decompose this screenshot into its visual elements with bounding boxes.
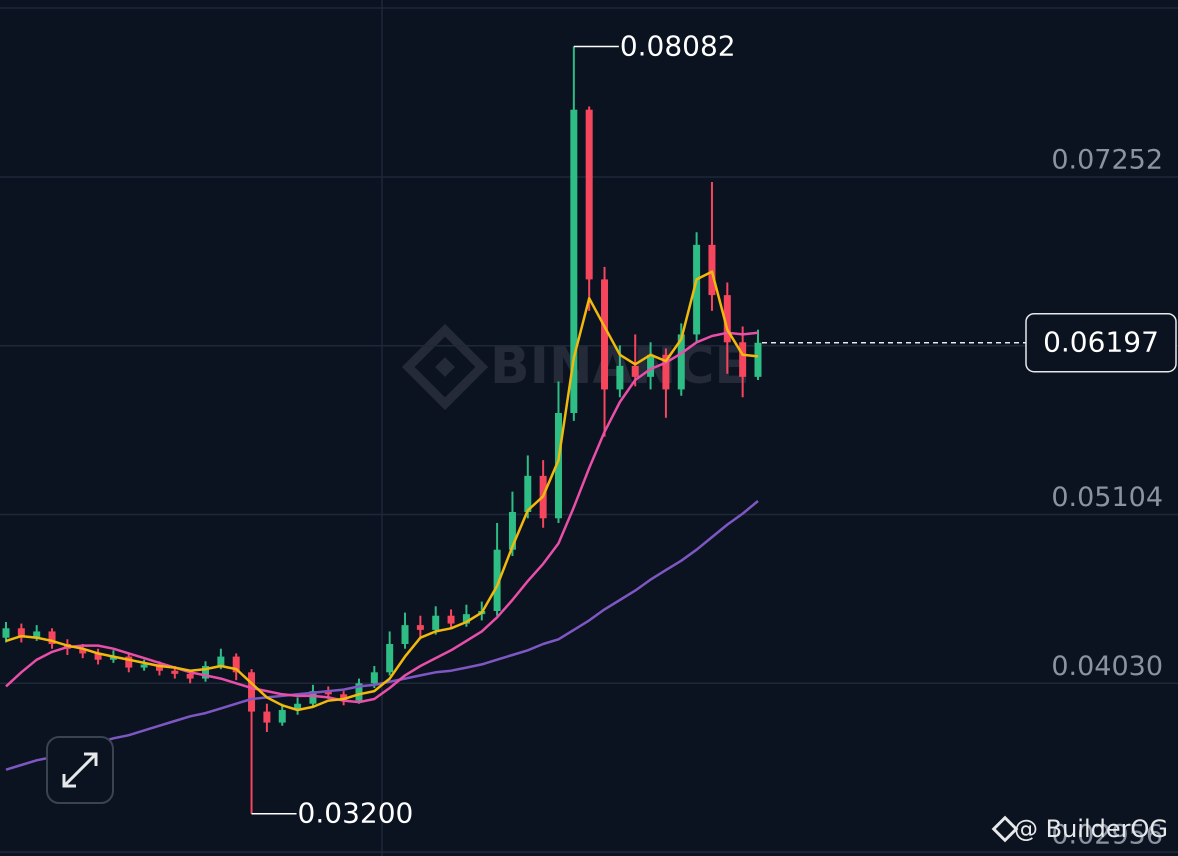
expand-button[interactable] bbox=[46, 736, 114, 804]
candle-body bbox=[202, 666, 210, 679]
y-tick-label: 0.04030 bbox=[1051, 651, 1163, 682]
candle-body bbox=[723, 295, 731, 343]
candle-body bbox=[432, 615, 440, 630]
candle-body bbox=[248, 672, 256, 712]
candle-body bbox=[462, 614, 470, 624]
candle-body bbox=[79, 648, 87, 654]
candle-body bbox=[754, 342, 762, 377]
y-tick-label: 0.02956 bbox=[1051, 820, 1163, 851]
watermark-logo bbox=[401, 323, 489, 411]
candle-body bbox=[493, 549, 501, 612]
candle-body bbox=[401, 625, 409, 645]
candle-body bbox=[662, 354, 670, 390]
candle-body bbox=[324, 691, 332, 695]
candle-body bbox=[17, 628, 25, 638]
candle-body bbox=[447, 615, 455, 624]
candle-body bbox=[2, 628, 10, 638]
candle-body bbox=[263, 711, 271, 723]
candle-body bbox=[48, 631, 56, 645]
price-box bbox=[1025, 312, 1177, 373]
price-label: 0.06197 bbox=[1043, 326, 1159, 359]
candle-body bbox=[708, 244, 716, 296]
candle-body bbox=[570, 109, 578, 413]
candle-body bbox=[109, 656, 117, 660]
candle-body bbox=[370, 672, 378, 684]
candle-body bbox=[508, 511, 516, 550]
candle-body bbox=[585, 109, 593, 280]
candle-body bbox=[355, 683, 363, 701]
candle-body bbox=[677, 334, 685, 390]
candle-body bbox=[171, 670, 179, 674]
candle-body bbox=[140, 664, 148, 668]
y-tick-label: 0.08327 bbox=[1051, 0, 1163, 7]
credit-logo bbox=[991, 815, 1019, 843]
candle-body bbox=[217, 656, 225, 667]
candle-body bbox=[647, 354, 655, 377]
candle-body bbox=[186, 673, 194, 679]
candle-body bbox=[386, 644, 394, 673]
candle-body bbox=[155, 664, 163, 671]
logo-shape bbox=[401, 323, 489, 411]
credit-text: @ BuilderOG bbox=[1014, 815, 1168, 843]
logo-shape bbox=[991, 815, 1019, 843]
candle-body bbox=[278, 710, 286, 723]
candle-body bbox=[554, 412, 562, 519]
candle-body bbox=[416, 625, 424, 630]
ma-line bbox=[5, 270, 759, 712]
annotation-label: 0.03200 bbox=[298, 797, 414, 830]
candle-body bbox=[616, 365, 624, 390]
y-tick-label: 0.07252 bbox=[1051, 144, 1163, 175]
candle-body bbox=[739, 342, 747, 377]
candle-body bbox=[693, 244, 701, 335]
ma-line bbox=[5, 331, 759, 704]
candle-body bbox=[232, 656, 240, 673]
expand-icon bbox=[62, 752, 98, 788]
y-tick-label: 0.05104 bbox=[1051, 482, 1163, 513]
candle-body bbox=[94, 653, 102, 660]
annotation-label: 0.08082 bbox=[620, 30, 736, 63]
candle-body bbox=[125, 656, 133, 668]
candle-body bbox=[601, 279, 609, 390]
candle-body bbox=[309, 691, 317, 704]
candle-body bbox=[33, 631, 41, 638]
candle-body bbox=[631, 365, 639, 377]
candle-body bbox=[524, 475, 532, 512]
logo-shape bbox=[435, 357, 455, 377]
candle-body bbox=[340, 694, 348, 701]
candle-body bbox=[294, 703, 302, 711]
